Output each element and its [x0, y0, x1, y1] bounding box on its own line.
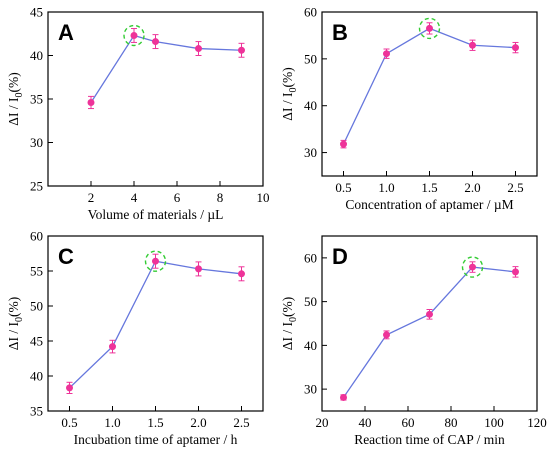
x-tick-label: 2.5 [507, 180, 523, 195]
x-tick-label: 60 [402, 415, 415, 430]
y-axis-title-unit: (%) [280, 297, 295, 317]
y-axis-title-main: ΔI / I [6, 322, 21, 351]
chart-panel-b: 0.5 1.0 1.5 2.0 2.5 30 40 50 60 Concentration of … [280, 5, 538, 212]
data-point [66, 384, 73, 392]
y-axis-title-subscript: 0 [288, 88, 299, 93]
x-axis-title: Concentration of aptamer / µM [345, 197, 513, 212]
y-tick-label: 45 [30, 334, 43, 349]
x-tick-label: 100 [484, 415, 504, 430]
data-point [469, 41, 476, 49]
data-point [109, 343, 116, 351]
data-point [130, 31, 138, 39]
x-tick-label: 20 [316, 415, 329, 430]
x-axis-title: Incubation time of aptamer / h [74, 432, 238, 447]
panel-letter: B [332, 20, 348, 45]
panel-letter: C [58, 244, 74, 269]
y-tick-label: 60 [304, 250, 317, 265]
y-axis-title: ΔI / I0(%) [6, 297, 25, 350]
y-tick-label: 35 [30, 404, 43, 419]
y-tick-label: 50 [30, 299, 43, 314]
y-axis-title-unit: (%) [280, 67, 295, 87]
data-point [152, 38, 159, 46]
optimum-highlight-circle [123, 24, 145, 47]
y-tick-label: 40 [30, 48, 43, 63]
y-tick-label: 60 [304, 5, 317, 20]
y-tick-label: 40 [304, 338, 317, 353]
data-point [87, 98, 95, 106]
data-point [152, 257, 159, 265]
y-tick-label: 25 [30, 179, 43, 194]
y-tick-label: 40 [304, 98, 317, 113]
x-tick-label: 0.5 [61, 415, 77, 430]
x-axis-title: Volume of materials / µL [88, 207, 224, 222]
series-line [342, 27, 516, 145]
data-point [195, 45, 202, 53]
chart-panel-a: 2 4 6 8 10 25 30 35 40 45 Volume of materials / µL… [6, 5, 270, 223]
y-axis-title-subscript: 0 [14, 317, 25, 322]
x-tick-label: 2.0 [464, 180, 480, 195]
y-axis-title-subscript: 0 [288, 317, 299, 322]
x-tick-label: 4 [131, 190, 138, 205]
data-point [195, 265, 202, 273]
y-tick-label: 45 [30, 5, 43, 20]
data-point [238, 270, 245, 278]
optimum-highlight-circle [418, 17, 441, 40]
x-tick-label: 10 [257, 190, 270, 205]
y-axis-title-main: ΔI / I [280, 92, 295, 121]
data-point [383, 331, 390, 339]
data-point [340, 393, 347, 401]
data-point [512, 268, 519, 276]
y-axis-title-unit: (%) [6, 72, 21, 92]
panel-letter: A [58, 20, 74, 45]
optimum-highlight-circle [144, 250, 167, 272]
x-tick-label: 1.5 [147, 415, 163, 430]
x-tick-label: 2.5 [233, 415, 249, 430]
plot-frame [321, 11, 538, 177]
y-tick-label: 50 [304, 294, 317, 309]
x-tick-label: 6 [174, 190, 181, 205]
y-axis-title-main: ΔI / I [280, 322, 295, 351]
x-tick-label: 1.0 [104, 415, 120, 430]
x-tick-label: 40 [359, 415, 372, 430]
y-axis-title-main: ΔI / I [6, 97, 21, 126]
data-point [426, 24, 433, 32]
x-tick-label: 0.5 [335, 180, 351, 195]
x-tick-label: 2 [88, 190, 95, 205]
x-axis-title: Reaction time of CAP / min [354, 432, 505, 447]
data-point [469, 263, 476, 271]
x-tick-label: 2.0 [190, 415, 206, 430]
data-point [512, 44, 519, 52]
y-tick-label: 55 [30, 264, 43, 279]
y-tick-label: 35 [30, 92, 43, 107]
x-tick-label: 8 [217, 190, 224, 205]
series-line [90, 34, 242, 103]
y-tick-label: 50 [304, 51, 317, 66]
series-line [69, 260, 242, 389]
chart-panel-c: 0.5 1.0 1.5 2.0 2.5 35 40 45 50 55 60 Incubation ti… [6, 229, 264, 447]
y-tick-label: 30 [304, 145, 317, 160]
plot-frame [321, 235, 538, 412]
x-tick-label: 80 [445, 415, 458, 430]
y-axis-title-unit: (%) [6, 297, 21, 317]
optimum-highlight-circle [461, 256, 484, 278]
y-tick-label: 30 [30, 135, 43, 150]
x-tick-label: 1.5 [421, 180, 437, 195]
y-tick-label: 40 [30, 369, 43, 384]
y-axis-title: ΔI / I0(%) [280, 297, 299, 350]
data-point [238, 46, 245, 54]
series-line [342, 266, 516, 398]
x-tick-label: 120 [527, 415, 547, 430]
y-tick-label: 60 [30, 229, 43, 244]
y-axis-title: ΔI / I0(%) [6, 72, 25, 125]
y-tick-label: 30 [304, 382, 317, 397]
x-tick-label: 1.0 [378, 180, 394, 195]
data-point [383, 50, 390, 58]
data-point [426, 310, 433, 318]
y-axis-title-subscript: 0 [14, 93, 25, 98]
data-point [340, 140, 347, 148]
panel-letter: D [332, 244, 348, 269]
chart-panel-d: 20 40 60 80 100 120 30 40 50 60 Reaction time of C… [280, 235, 547, 447]
y-axis-title: ΔI / I0(%) [280, 67, 299, 120]
